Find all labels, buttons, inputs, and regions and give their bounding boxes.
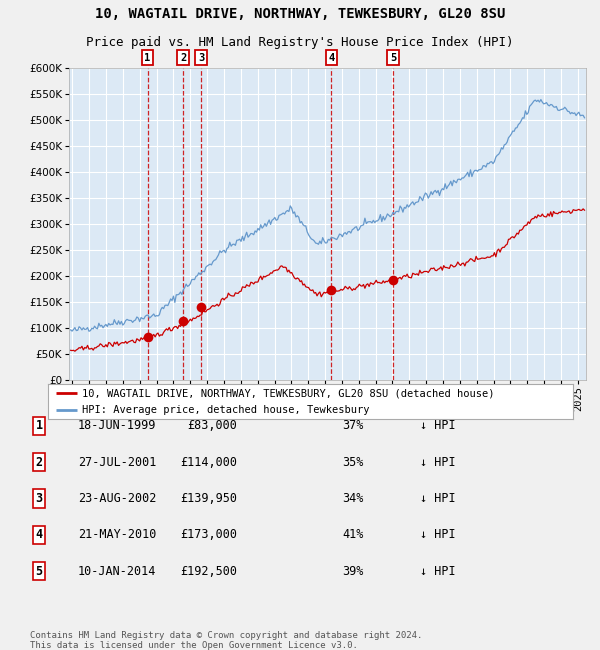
Text: £192,500: £192,500	[180, 565, 237, 578]
Text: 2012: 2012	[354, 386, 364, 411]
Text: 27-JUL-2001: 27-JUL-2001	[78, 456, 157, 469]
Text: 2006: 2006	[253, 386, 263, 411]
Text: 10-JAN-2014: 10-JAN-2014	[78, 565, 157, 578]
Text: 2010: 2010	[320, 386, 330, 411]
Text: 1996: 1996	[84, 386, 94, 411]
Text: 2003: 2003	[202, 386, 212, 411]
Text: 34%: 34%	[342, 492, 364, 505]
Text: 2022: 2022	[522, 386, 532, 411]
Text: 39%: 39%	[342, 565, 364, 578]
Text: 2021: 2021	[505, 386, 515, 411]
Text: 1997: 1997	[101, 386, 111, 411]
Text: ↓ HPI: ↓ HPI	[420, 419, 455, 432]
Text: 18-JUN-1999: 18-JUN-1999	[78, 419, 157, 432]
Text: 23-AUG-2002: 23-AUG-2002	[78, 492, 157, 505]
Text: ↓ HPI: ↓ HPI	[420, 528, 455, 541]
Text: 4: 4	[328, 53, 335, 62]
Text: 2: 2	[35, 456, 43, 469]
Text: 37%: 37%	[342, 419, 364, 432]
Text: 2011: 2011	[337, 386, 347, 411]
Text: 2023: 2023	[539, 386, 549, 411]
Text: 2017: 2017	[438, 386, 448, 411]
Text: 2013: 2013	[371, 386, 380, 411]
Text: 5: 5	[35, 565, 43, 578]
Text: 2008: 2008	[286, 386, 296, 411]
Text: 2009: 2009	[303, 386, 313, 411]
Text: £173,000: £173,000	[180, 528, 237, 541]
Text: 2005: 2005	[236, 386, 246, 411]
Text: £139,950: £139,950	[180, 492, 237, 505]
Text: 3: 3	[198, 53, 204, 62]
Text: 2016: 2016	[421, 386, 431, 411]
Text: 4: 4	[35, 528, 43, 541]
Text: ↓ HPI: ↓ HPI	[420, 456, 455, 469]
Text: 21-MAY-2010: 21-MAY-2010	[78, 528, 157, 541]
Text: 2002: 2002	[185, 386, 195, 411]
Text: ↓ HPI: ↓ HPI	[420, 492, 455, 505]
Text: Price paid vs. HM Land Registry's House Price Index (HPI): Price paid vs. HM Land Registry's House …	[86, 36, 514, 49]
Text: 5: 5	[390, 53, 396, 62]
Text: 1: 1	[145, 53, 151, 62]
Text: £114,000: £114,000	[180, 456, 237, 469]
Text: 2001: 2001	[169, 386, 178, 411]
Text: 10, WAGTAIL DRIVE, NORTHWAY, TEWKESBURY, GL20 8SU (detached house): 10, WAGTAIL DRIVE, NORTHWAY, TEWKESBURY,…	[82, 388, 494, 398]
Text: 1: 1	[35, 419, 43, 432]
Text: 2: 2	[180, 53, 186, 62]
Text: 2025: 2025	[573, 386, 583, 411]
Text: 2015: 2015	[404, 386, 415, 411]
Text: ↓ HPI: ↓ HPI	[420, 565, 455, 578]
Text: 1995: 1995	[67, 386, 77, 411]
Text: 41%: 41%	[342, 528, 364, 541]
Text: 2014: 2014	[388, 386, 397, 411]
Text: 2007: 2007	[269, 386, 280, 411]
Text: HPI: Average price, detached house, Tewkesbury: HPI: Average price, detached house, Tewk…	[82, 404, 370, 415]
Text: 2004: 2004	[219, 386, 229, 411]
Text: This data is licensed under the Open Government Licence v3.0.: This data is licensed under the Open Gov…	[30, 641, 358, 650]
Text: 3: 3	[35, 492, 43, 505]
Text: 1998: 1998	[118, 386, 128, 411]
Text: 2018: 2018	[455, 386, 465, 411]
Text: 10, WAGTAIL DRIVE, NORTHWAY, TEWKESBURY, GL20 8SU: 10, WAGTAIL DRIVE, NORTHWAY, TEWKESBURY,…	[95, 7, 505, 21]
Text: 2019: 2019	[472, 386, 482, 411]
Text: 35%: 35%	[342, 456, 364, 469]
Text: 2024: 2024	[556, 386, 566, 411]
Text: 2000: 2000	[152, 386, 161, 411]
Text: 1999: 1999	[135, 386, 145, 411]
Text: 2020: 2020	[488, 386, 499, 411]
Text: £83,000: £83,000	[187, 419, 237, 432]
Text: Contains HM Land Registry data © Crown copyright and database right 2024.: Contains HM Land Registry data © Crown c…	[30, 631, 422, 640]
